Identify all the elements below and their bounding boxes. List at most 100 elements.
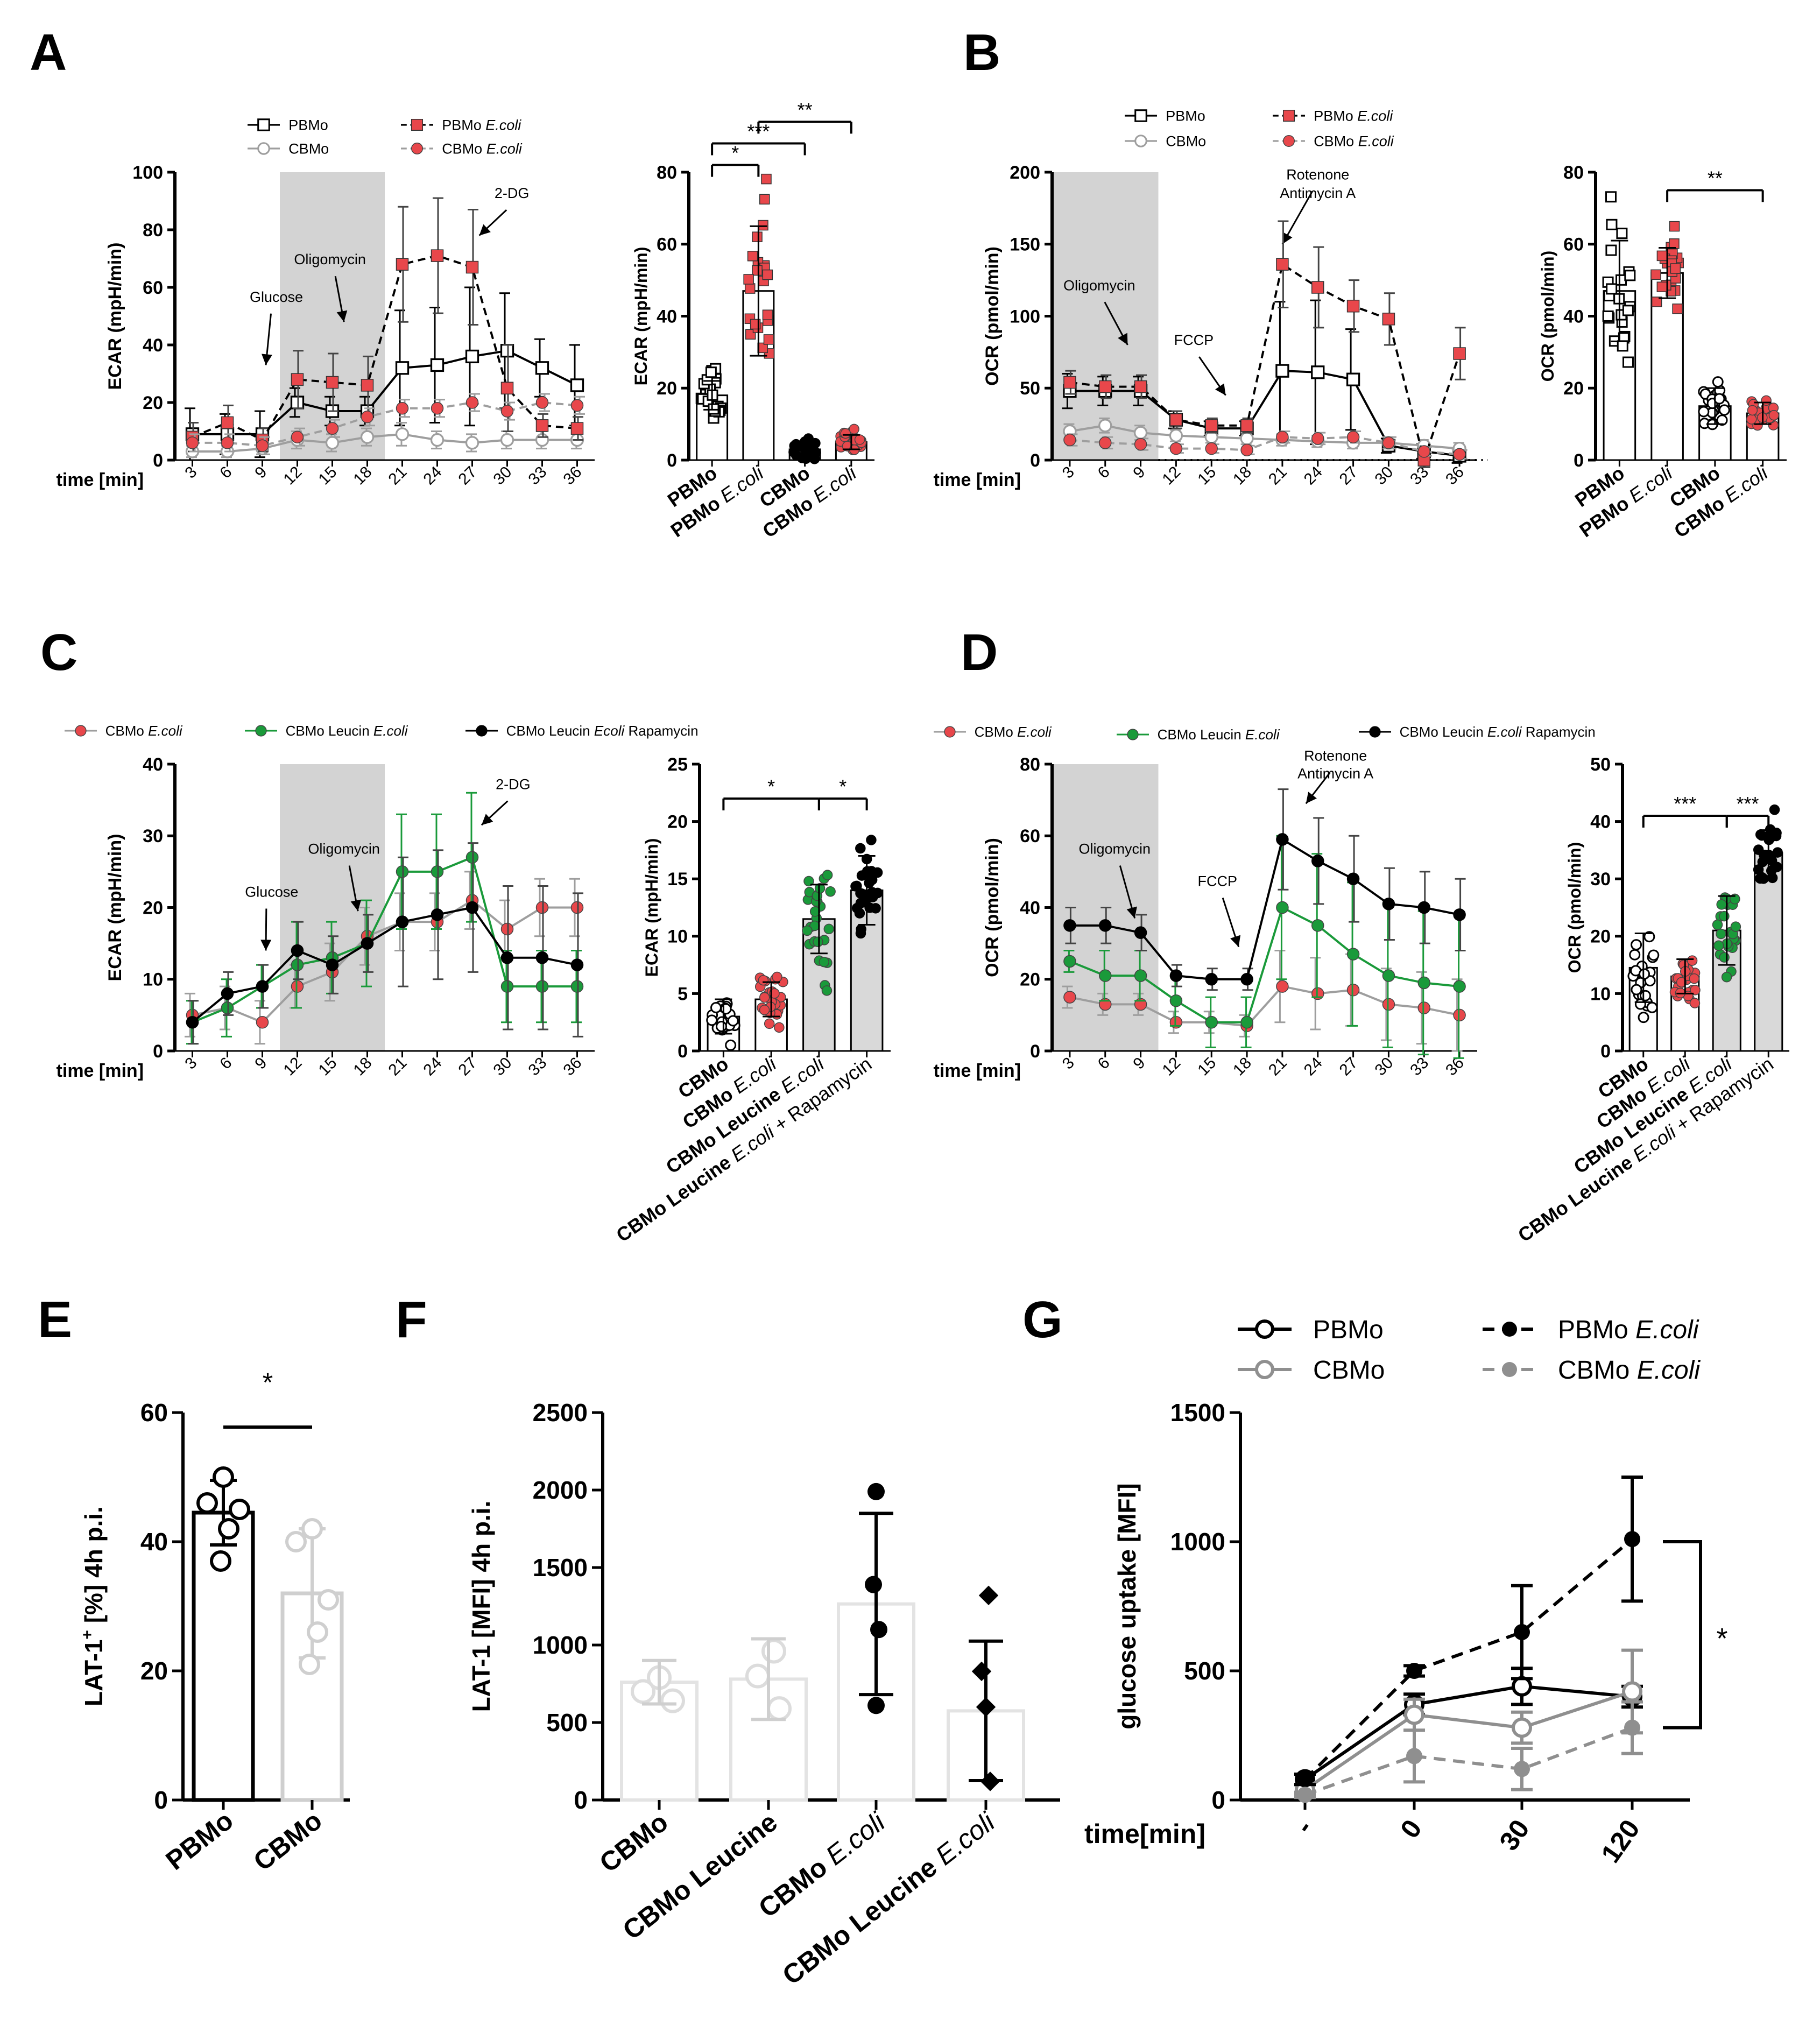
B1-y-tick-label: 0: [1030, 450, 1040, 471]
C1-series-2-point: [186, 1015, 199, 1029]
A1-legend-cbmo-ecoli-label: CBMo E.coli: [442, 140, 523, 157]
D1-x-tick-label: 33: [1407, 1054, 1432, 1079]
C2-data-point: [802, 925, 813, 936]
B1-series-2-point: [1240, 419, 1253, 432]
D2-data-point: [1643, 931, 1655, 943]
B1-legend-cbmo-label: CBMo: [1166, 133, 1206, 149]
D1-series-2-point: [1417, 901, 1430, 914]
C2-data-point: [706, 1014, 718, 1026]
F-category-italic: E.coli: [930, 1806, 1001, 1871]
D1-x-axis-title: time [min]: [934, 1061, 1021, 1081]
G-series-1-point: [1622, 1681, 1642, 1702]
B2-data-point: [1672, 303, 1683, 314]
A2-data-point: [761, 173, 772, 185]
C2-data-point: [825, 886, 836, 897]
C2-significance-label: *: [767, 775, 775, 797]
D1-legend-cbmo-ecoli-swatch-marker: [944, 726, 956, 738]
G-legend-2-swatch-marker: [1502, 1322, 1517, 1337]
F-category-label: CBMo: [594, 1807, 673, 1879]
A2-significance-label: *: [731, 142, 739, 164]
C2-y-tick-label: 10: [667, 927, 688, 947]
A1-series-0-point: [430, 358, 445, 372]
C1-annotation-arrowhead: [260, 940, 272, 951]
D1-legend-cbmo-ecoli-label-italic: E.coli: [1017, 724, 1052, 740]
panel-label-b: B: [963, 24, 1000, 81]
C1-series-0-point: [256, 1015, 269, 1029]
A1-x-tick-label: 6: [216, 463, 235, 482]
C2-data-point: [764, 1018, 775, 1029]
A1-series-2-point: [500, 382, 514, 394]
B2-y-tick-label: 20: [1563, 378, 1584, 399]
D1-x-tick-label: 21: [1265, 1054, 1290, 1079]
C1-series-2-point: [221, 987, 234, 1000]
G-legend-1-label: CBMo: [1313, 1356, 1385, 1385]
A1-y-tick-label: 100: [132, 163, 163, 183]
B1-x-tick-label: 24: [1301, 463, 1326, 489]
E-category-label: CBMo: [248, 1805, 327, 1877]
panel-label-d: D: [961, 624, 998, 681]
C1-legend-cbmo-leucin-rapamycin-label-rest: Rapamycin: [624, 723, 698, 739]
G-series-0-line: [1304, 1684, 1633, 1781]
A1-legend-cbmo-ecoli-swatch-marker: [411, 142, 424, 155]
D1-series-1-point: [1382, 969, 1395, 982]
E-data-point: [307, 1621, 328, 1643]
B2-data-point: [1713, 393, 1725, 405]
B1-series-3-point: [1417, 445, 1430, 458]
A1-series-3-point: [256, 439, 269, 452]
D1-legend-cbmo-leucin-ecoli-label: CBMo Leucin E.coli: [1158, 726, 1280, 743]
A1-x-tick-label: 30: [490, 463, 516, 489]
A2-y-tick-label: 60: [657, 235, 677, 255]
D1-annotation: Oligomycin: [1079, 841, 1151, 857]
B2-data-point: [1718, 404, 1730, 416]
B1-series-2-point: [1099, 380, 1112, 393]
D2-data-point: [1719, 952, 1730, 963]
F-y-tick-label: 0: [574, 1786, 588, 1814]
F-y-axis-title: LAT-1 [MFI] 4h p.i.: [467, 1501, 495, 1712]
F-data-point: [767, 1696, 792, 1721]
F-data-point: [867, 1697, 885, 1714]
F-category-text: CBMo: [753, 1847, 838, 1924]
A1-x-tick-label: 27: [455, 463, 481, 489]
C1-y-tick-label: 40: [143, 754, 163, 775]
D1-series-0-point: [1276, 980, 1289, 993]
D1-series-2-point: [1134, 926, 1147, 939]
C1-legend-cbmo-ecoli-label-italic: E.coli: [148, 723, 183, 739]
D1-series-1-point: [1205, 1015, 1218, 1029]
D2-data-point: [1639, 968, 1650, 980]
B2-data-point: [1605, 191, 1617, 203]
C2-data-point: [872, 867, 883, 878]
B1-x-axis-title: time [min]: [934, 470, 1021, 490]
D1-series-1-point: [1099, 969, 1112, 982]
D1-series-1-point: [1063, 955, 1076, 968]
D2-data-point: [1713, 940, 1724, 951]
D2-y-tick-label: 10: [1590, 984, 1611, 1004]
A1-x-tick-label: 24: [420, 463, 446, 489]
C2-y-tick-label: 0: [678, 1041, 688, 1062]
A2-data-point: [763, 334, 774, 345]
A1-series-2-point: [570, 422, 584, 435]
C2-data-point: [720, 1003, 732, 1015]
B1-series-1-point: [1098, 419, 1112, 433]
A1-x-tick-label: 3: [181, 463, 200, 482]
G-y-tick-label: 1000: [1170, 1528, 1225, 1556]
B2-data-point: [1716, 414, 1728, 426]
F-y-tick-label: 2500: [533, 1399, 588, 1427]
C1-x-tick-label: 12: [280, 1054, 306, 1079]
E-y-tick-label: 40: [140, 1528, 168, 1556]
A1-series-1-point: [430, 433, 445, 447]
C1-legend-cbmo-ecoli-label: CBMo E.coli: [105, 723, 183, 739]
A2-y-tick-label: 80: [657, 163, 677, 183]
C2-data-point: [854, 908, 865, 919]
D1-series-1-point: [1134, 969, 1147, 982]
A1-legend-pbmo-ecoli-label-text: PBMo: [442, 117, 485, 133]
C1-y-tick-label: 20: [143, 898, 163, 918]
C1-legend-cbmo-ecoli-swatch-marker: [75, 725, 87, 737]
G-series-1-point: [1404, 1704, 1424, 1725]
B1-series-2-point: [1063, 376, 1076, 389]
D1-series-1-point: [1311, 919, 1324, 932]
C1-legend-cbmo-leucin-ecoli-swatch-marker: [255, 725, 267, 737]
B1-series-3-point: [1276, 430, 1289, 443]
